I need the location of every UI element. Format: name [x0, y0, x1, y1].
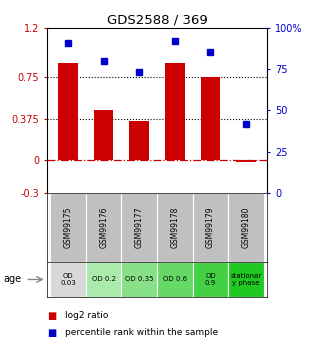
Text: GSM99178: GSM99178 — [170, 207, 179, 248]
Bar — [50, 193, 86, 262]
Text: percentile rank within the sample: percentile rank within the sample — [65, 328, 218, 337]
Bar — [58, 63, 78, 160]
Text: OD
0.9: OD 0.9 — [205, 273, 216, 286]
Text: OD 0.6: OD 0.6 — [163, 276, 187, 283]
Text: log2 ratio: log2 ratio — [65, 311, 109, 320]
Text: age: age — [3, 275, 21, 284]
Bar — [236, 160, 256, 162]
Text: OD 0.35: OD 0.35 — [125, 276, 154, 283]
Text: stationar
y phase: stationar y phase — [230, 273, 262, 286]
Bar — [193, 193, 228, 262]
Text: GSM99179: GSM99179 — [206, 207, 215, 248]
Text: OD 0.2: OD 0.2 — [92, 276, 116, 283]
Bar — [228, 262, 264, 297]
Bar — [129, 121, 149, 160]
Text: ■: ■ — [47, 311, 56, 321]
Text: GSM99177: GSM99177 — [135, 207, 144, 248]
Text: GSM99175: GSM99175 — [63, 207, 72, 248]
Bar — [228, 193, 264, 262]
Bar — [86, 193, 121, 262]
Text: GSM99176: GSM99176 — [99, 207, 108, 248]
Title: GDS2588 / 369: GDS2588 / 369 — [107, 13, 207, 27]
Bar — [193, 262, 228, 297]
Bar — [201, 77, 220, 160]
Bar — [94, 110, 114, 160]
Bar — [86, 262, 121, 297]
Bar — [50, 262, 86, 297]
Text: OD
0.03: OD 0.03 — [60, 273, 76, 286]
Bar — [121, 262, 157, 297]
Bar — [157, 262, 193, 297]
Bar — [121, 193, 157, 262]
Bar — [157, 193, 193, 262]
Bar — [165, 63, 185, 160]
Text: GSM99180: GSM99180 — [242, 207, 251, 248]
Text: ■: ■ — [47, 328, 56, 338]
